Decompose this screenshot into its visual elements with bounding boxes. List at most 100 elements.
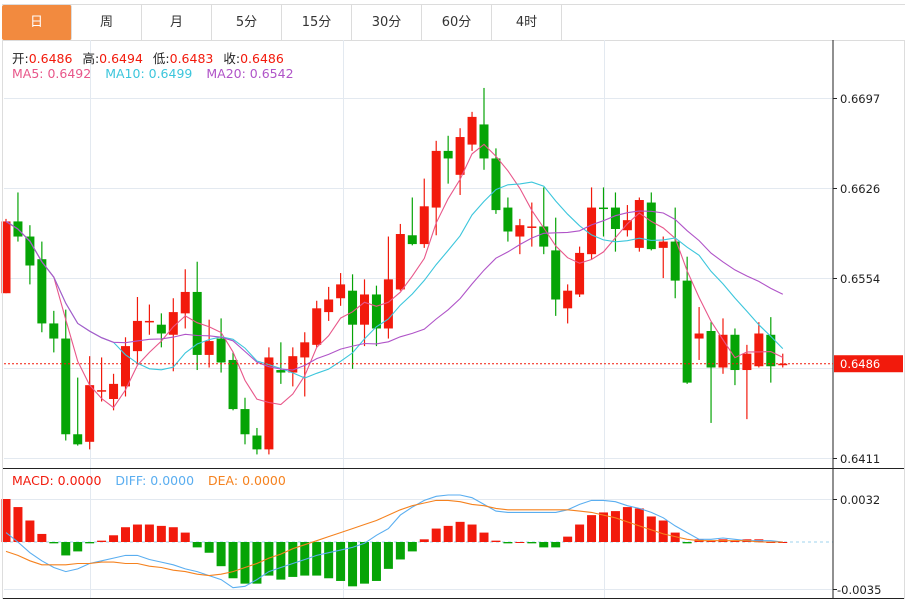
- macd-bar: [228, 542, 238, 579]
- macd-bar: [491, 540, 501, 542]
- candle-body: [168, 312, 178, 335]
- candle-body: [264, 357, 274, 450]
- candle-body: [443, 150, 453, 159]
- tab-week[interactable]: 周: [72, 5, 142, 40]
- macd-bar: [348, 542, 358, 587]
- tab-5min[interactable]: 5分: [212, 5, 282, 40]
- price-tick: 0.6626: [840, 182, 880, 196]
- macd-tick: 0.0032: [840, 493, 880, 507]
- macd-bar: [1, 499, 11, 542]
- high-value: 0.6494: [99, 51, 143, 66]
- tab-month[interactable]: 月: [142, 5, 212, 40]
- macd-bar: [646, 516, 656, 542]
- low-label: 低:: [152, 51, 170, 66]
- macd-bar: [85, 542, 95, 544]
- tab-4hour[interactable]: 4时: [492, 5, 562, 40]
- candle-body: [395, 234, 405, 290]
- macd-bar: [25, 520, 35, 542]
- macd-bar: [467, 524, 477, 542]
- open-label: 开:: [12, 51, 29, 66]
- price-tick: 0.6554: [840, 272, 880, 286]
- macd-bar: [49, 542, 59, 544]
- macd-bar: [371, 542, 381, 581]
- candle-body: [336, 284, 346, 299]
- candle-body: [360, 294, 369, 325]
- macd-bar: [575, 524, 585, 542]
- macd-bar: [216, 542, 226, 567]
- macd-bar: [132, 524, 142, 542]
- candle-body: [551, 250, 561, 300]
- candle-body: [192, 291, 202, 355]
- candle-body: [371, 294, 381, 329]
- candle-body: [25, 236, 35, 266]
- low-value: 0.6483: [169, 51, 214, 66]
- candle-body: [348, 290, 358, 325]
- ma-lines: [5, 143, 784, 409]
- tab-15min[interactable]: 15分: [282, 5, 352, 40]
- tab-30min[interactable]: 30分: [352, 5, 422, 40]
- macd-bar: [706, 540, 716, 542]
- candle-body: [455, 137, 465, 175]
- candle-body: [610, 207, 620, 229]
- candle-body: [431, 150, 441, 208]
- macd-bar: [144, 524, 154, 542]
- macd-readout: MACD: 0.0000 DIFF: 0.0000 DEA: 0.0000: [12, 473, 292, 488]
- macd-bar: [252, 542, 262, 584]
- candle-body: [85, 385, 95, 442]
- candle-body: [228, 359, 238, 410]
- candle-body: [383, 279, 393, 329]
- candle-body: [204, 341, 214, 355]
- candle-body: [156, 324, 166, 334]
- macd-pane: [1, 494, 833, 589]
- candle-body: [324, 299, 334, 313]
- candles: [1, 87, 788, 455]
- macd-bar: [204, 542, 214, 553]
- macd-bar: [383, 542, 393, 569]
- macd-bar: [300, 542, 310, 576]
- candle-body: [718, 334, 728, 368]
- candle-body: [730, 334, 740, 371]
- candle-body: [312, 308, 322, 345]
- price-axis: 0.6697 0.6626 0.6554 0.6411 0.0032 -0.00…: [833, 92, 881, 597]
- macd-bar: [503, 542, 513, 544]
- macd-bar: [551, 542, 561, 548]
- macd-bar: [622, 507, 632, 542]
- dea-value: DEA: 0.0000: [208, 473, 286, 488]
- macd-bar: [336, 542, 346, 581]
- candle-body: [1, 221, 11, 294]
- candle-body: [539, 226, 549, 247]
- macd-bar: [288, 542, 298, 577]
- close-value: 0.6486: [240, 51, 284, 66]
- macd-bar: [168, 527, 178, 542]
- candle-body: [73, 434, 83, 445]
- macd-bar: [587, 515, 597, 542]
- dea-line: [5, 499, 783, 577]
- grid: [4, 40, 833, 598]
- candle-body: [180, 291, 190, 314]
- candle-body: [682, 280, 692, 383]
- macd-bar: [539, 542, 549, 548]
- candle-body: [634, 200, 644, 248]
- macd-bar: [515, 542, 525, 543]
- candle-body: [527, 226, 537, 228]
- macd-bar: [407, 542, 417, 552]
- candle-body: [109, 383, 119, 399]
- candle-body: [622, 220, 632, 231]
- candle-body: [670, 241, 680, 281]
- candle-body: [61, 338, 71, 435]
- tab-60min[interactable]: 60分: [422, 5, 492, 40]
- candle-body: [419, 206, 429, 245]
- candle-body: [646, 202, 656, 250]
- macd-bar: [180, 532, 190, 542]
- macd-bar: [121, 527, 130, 542]
- price-tick: 0.6697: [840, 92, 880, 106]
- candle-body: [407, 235, 417, 245]
- macd-bar: [634, 508, 644, 542]
- tab-day[interactable]: 日: [2, 5, 72, 40]
- candle-body: [778, 363, 788, 366]
- current-price-badge: [834, 355, 903, 373]
- candle-body: [479, 124, 489, 159]
- candle-body: [515, 225, 525, 237]
- candle-body: [706, 330, 716, 368]
